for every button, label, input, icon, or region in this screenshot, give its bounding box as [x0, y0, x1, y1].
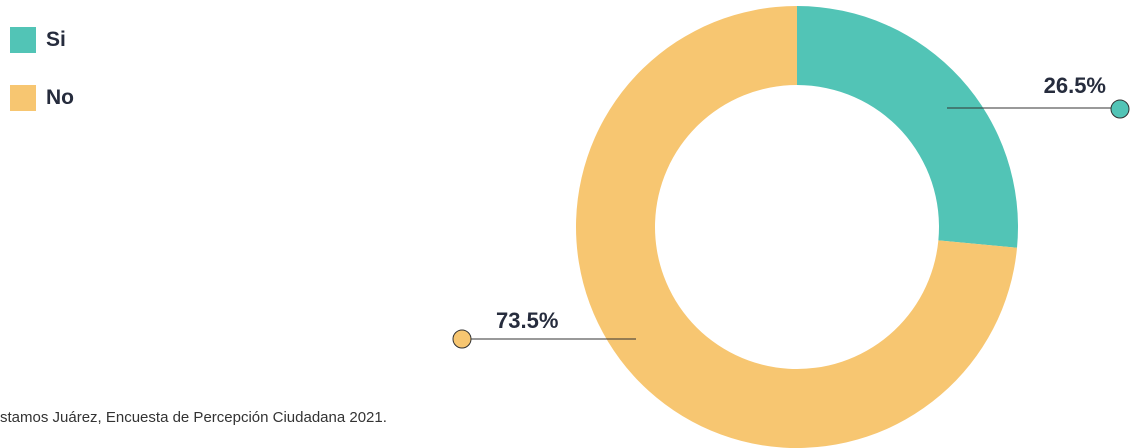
legend-item-no: No: [10, 84, 74, 112]
legend-swatch-no: [10, 85, 36, 111]
donut-slice-no: [576, 6, 1018, 448]
data-label-si: 26.5%: [1044, 73, 1106, 98]
donut-slice-si: [797, 6, 1018, 248]
data-label-no: 73.5%: [496, 308, 558, 333]
source-note: stamos Juárez, Encuesta de Percepción Ci…: [0, 409, 387, 426]
legend-label-no: No: [46, 86, 74, 109]
leader-marker-si: [1110, 99, 1130, 119]
leader-marker-no: [452, 329, 472, 349]
chart-legend: Si No: [10, 26, 74, 142]
legend-item-si: Si: [10, 26, 74, 54]
legend-label-si: Si: [46, 28, 66, 51]
legend-swatch-si: [10, 27, 36, 53]
